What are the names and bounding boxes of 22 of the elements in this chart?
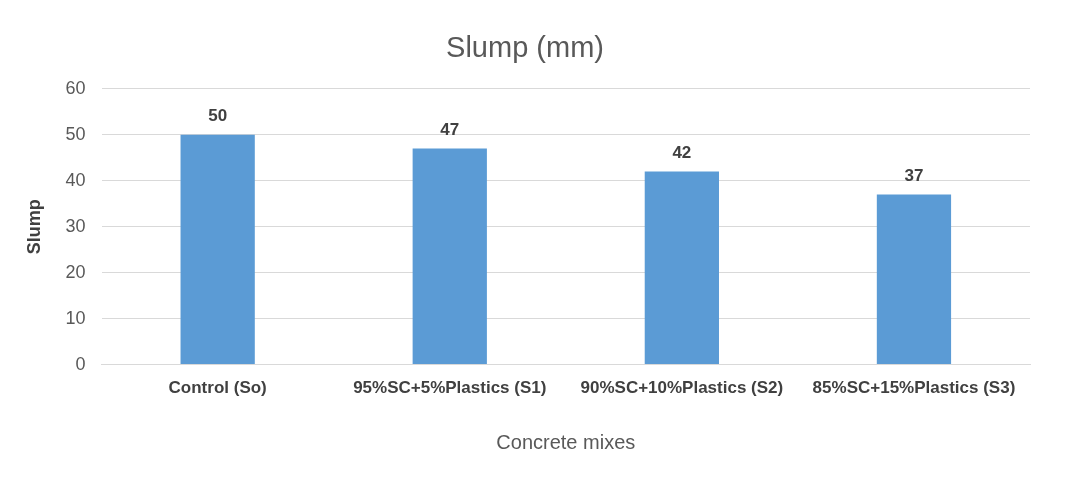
data-label: 42 [672,142,692,162]
x-axis-title: Concrete mixes [496,430,636,453]
y-tick-label: 60 [65,77,86,98]
data-label: 37 [904,165,924,185]
data-label: 50 [208,105,228,125]
y-tick-label: 20 [65,261,86,282]
bar [876,194,952,365]
x-tick-label: 90%SC+10%Plastics (S2) [580,378,784,398]
chart-title: Slump (mm) [446,31,604,64]
y-tick-label: 10 [65,307,86,328]
data-label: 47 [440,119,460,139]
bar [644,171,719,365]
y-tick-label: 30 [65,215,86,236]
bar [180,134,255,365]
x-tick-label: Control (So) [168,378,267,398]
y-tick-label: 40 [65,169,86,190]
y-tick-label: 0 [75,353,86,374]
x-tick-label: 95%SC+5%Plastics (S1) [353,378,547,398]
x-tick-label: 85%SC+15%Plastics (S3) [812,378,1016,398]
y-axis-title: Slump [23,199,44,255]
bar [412,148,487,365]
y-tick-label: 50 [65,123,86,144]
